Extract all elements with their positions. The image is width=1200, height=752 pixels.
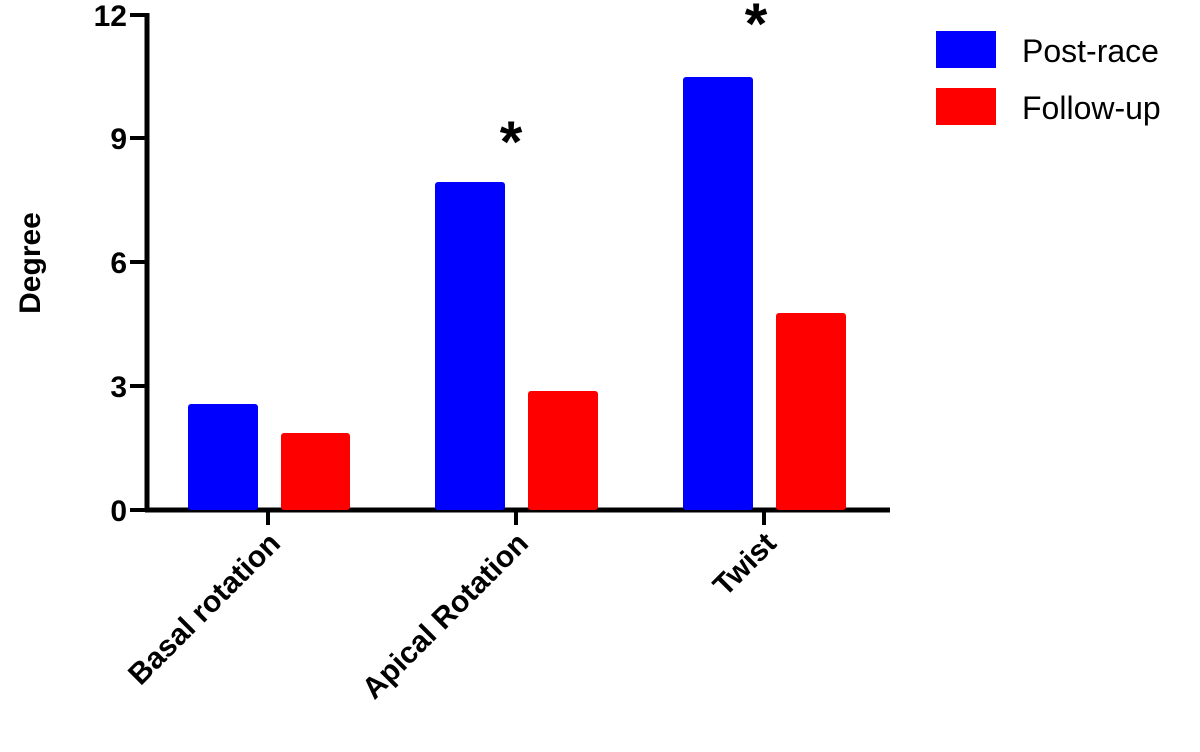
legend: Post-race Follow-up: [936, 31, 1161, 126]
bar-basal-post-race: [188, 404, 258, 510]
x-label-apical-rotation: Apical Rotation: [356, 527, 535, 706]
y-ticks: [130, 13, 149, 512]
y-axis-title: Degree: [14, 212, 47, 314]
y-tick-label-6: 6: [110, 247, 127, 280]
y-tick-label-12: 12: [94, 0, 127, 33]
x-label-twist: Twist: [707, 527, 783, 603]
legend-label-follow-up: Follow-up: [1022, 90, 1161, 126]
significance-star-twist: *: [745, 0, 768, 57]
bar-apical-follow-up: [528, 391, 598, 510]
y-tick-label-9: 9: [110, 123, 127, 156]
legend-swatch-follow-up: [936, 88, 996, 125]
x-label-basal-rotation: Basal rotation: [122, 527, 287, 692]
significance-star-apical: *: [500, 110, 523, 175]
legend-swatch-post-race: [936, 31, 996, 68]
y-tick-labels: 0 3 6 9 12: [94, 0, 127, 528]
bars: [188, 77, 846, 510]
bar-twist-post-race: [683, 77, 753, 510]
legend-label-post-race: Post-race: [1022, 33, 1159, 69]
bar-basal-follow-up: [281, 433, 350, 510]
bar-twist-follow-up: [776, 313, 846, 510]
y-tick-label-3: 3: [110, 371, 127, 404]
bar-apical-post-race: [435, 182, 505, 510]
y-tick-label-0: 0: [110, 495, 127, 528]
x-ticks: [266, 510, 766, 525]
